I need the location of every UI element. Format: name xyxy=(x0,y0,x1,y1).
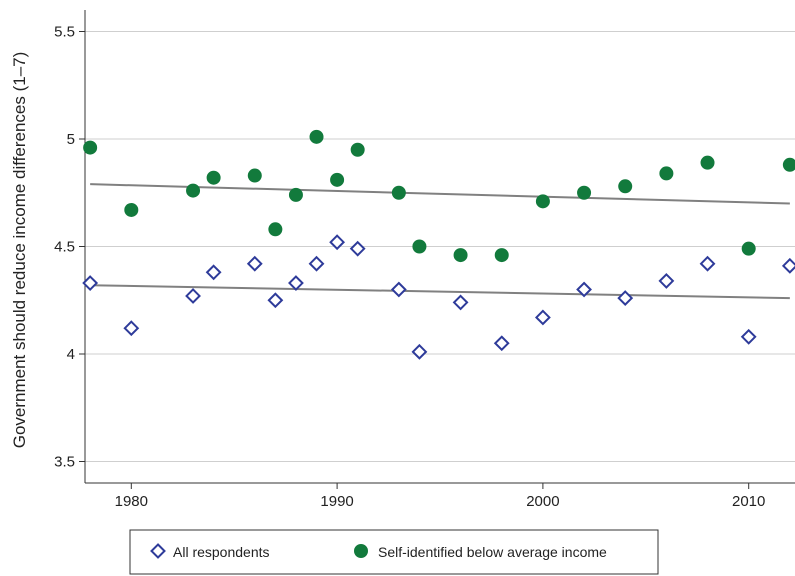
legend-box xyxy=(129,529,659,575)
point-all-respondents xyxy=(576,281,592,298)
point-all-respondents xyxy=(740,328,757,345)
data-points xyxy=(82,129,795,360)
point-all-respondents xyxy=(493,335,510,352)
point-all-respondents xyxy=(288,275,304,291)
legend-label-all-respondents: All respondents xyxy=(173,544,270,560)
legend-label-below-average-income: Self-identified below average income xyxy=(378,544,607,560)
y-tick-label: 5.5 xyxy=(54,24,75,41)
axes: 3.5 4 4.5 5 5.5 1980 1990 2000 2010 xyxy=(54,10,795,510)
point-below-average-income xyxy=(391,185,406,200)
point-all-respondents xyxy=(452,294,469,311)
y-tick-label: 3.5 xyxy=(54,454,75,471)
point-all-respondents xyxy=(534,309,551,326)
point-below-average-income xyxy=(83,140,98,155)
legend: All respondents Self-identified below av… xyxy=(129,529,659,575)
x-tick-label: 1980 xyxy=(115,493,148,510)
y-tick-label: 5 xyxy=(67,131,75,148)
y-axis-title: Government should reduce income differen… xyxy=(10,52,29,449)
trend-lines xyxy=(90,183,790,300)
x-tick-label: 2000 xyxy=(526,493,559,510)
point-below-average-income xyxy=(206,170,221,185)
point-all-respondents xyxy=(185,288,201,304)
point-below-average-income xyxy=(268,222,283,237)
y-tick-label: 4 xyxy=(67,346,75,363)
point-all-respondents xyxy=(781,257,795,274)
point-below-average-income xyxy=(309,129,324,144)
point-below-average-income xyxy=(330,172,345,187)
point-below-average-income xyxy=(186,183,201,198)
point-below-average-income xyxy=(350,142,365,157)
point-below-average-income xyxy=(535,194,550,209)
x-tick-label: 2010 xyxy=(732,493,765,510)
point-all-respondents xyxy=(329,234,346,251)
point-below-average-income xyxy=(700,155,715,170)
point-below-average-income xyxy=(494,248,509,263)
x-tick-label: 1990 xyxy=(320,493,353,510)
point-all-respondents xyxy=(267,292,284,309)
point-all-respondents xyxy=(123,320,140,337)
point-below-average-income xyxy=(453,248,468,263)
gridlines xyxy=(85,31,795,462)
trend-line-all-respondents xyxy=(90,284,790,300)
point-below-average-income xyxy=(659,166,674,181)
trend-line-below-average-income xyxy=(90,183,790,205)
legend-marker-all-respondents xyxy=(150,543,166,559)
legend-diamond-marker xyxy=(150,543,166,559)
point-all-respondents xyxy=(411,343,428,360)
point-all-respondents xyxy=(349,240,366,257)
point-below-average-income xyxy=(618,179,633,194)
point-below-average-income xyxy=(288,187,303,202)
legend-marker-below-average-income xyxy=(354,544,368,558)
point-all-respondents xyxy=(308,255,325,272)
point-all-respondents xyxy=(205,264,222,281)
legend-circle-marker xyxy=(354,544,368,558)
point-below-average-income xyxy=(412,239,427,254)
point-all-respondents xyxy=(699,255,716,272)
point-below-average-income xyxy=(741,241,756,256)
point-all-respondents xyxy=(617,290,634,307)
point-below-average-income xyxy=(577,185,592,200)
point-below-average-income xyxy=(247,168,262,183)
point-all-respondents xyxy=(658,272,675,289)
point-below-average-income xyxy=(782,157,795,172)
point-all-respondents xyxy=(246,255,263,272)
point-all-respondents xyxy=(82,275,99,291)
y-tick-label: 4.5 xyxy=(54,239,75,256)
point-all-respondents xyxy=(390,281,407,298)
point-below-average-income xyxy=(124,202,139,217)
